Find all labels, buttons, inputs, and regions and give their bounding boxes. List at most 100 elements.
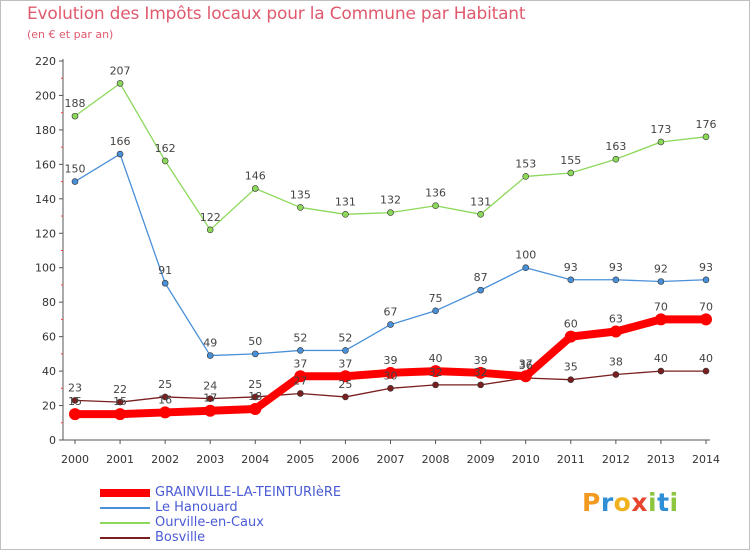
data-point xyxy=(204,404,217,417)
data-point xyxy=(657,367,665,375)
data-label: 40 xyxy=(654,352,668,365)
logo-letter: r xyxy=(600,488,614,517)
data-label: 23 xyxy=(68,381,82,394)
legend-swatch-grainville xyxy=(100,489,150,497)
legend-item-ourville: Ourville-en-Caux xyxy=(100,516,430,531)
data-label: 30 xyxy=(384,369,398,382)
data-point xyxy=(477,211,484,218)
data-point xyxy=(342,347,349,354)
data-label: 67 xyxy=(384,306,398,319)
data-point xyxy=(567,276,575,284)
data-label: 136 xyxy=(425,187,446,200)
data-label: 176 xyxy=(696,118,717,131)
logo-letter: P xyxy=(582,488,601,517)
y-tick-label: 120 xyxy=(35,227,56,240)
data-label: 131 xyxy=(335,195,356,208)
data-label: 15 xyxy=(113,395,127,408)
data-point xyxy=(657,138,665,146)
logo-letter: t xyxy=(657,488,670,517)
data-point xyxy=(702,133,710,141)
legend-label-bosville: Bosville xyxy=(155,530,206,545)
x-tick-label: 2012 xyxy=(602,453,630,466)
data-label: 122 xyxy=(200,211,221,224)
data-point xyxy=(71,178,79,185)
legend-swatch-ourville xyxy=(100,522,150,524)
data-label: 135 xyxy=(290,188,311,201)
data-label: 132 xyxy=(380,194,401,207)
y-tick-label: 40 xyxy=(42,365,56,378)
y-tick-label: 160 xyxy=(35,158,56,171)
data-point xyxy=(432,202,439,210)
legend-label-grainville: GRAINVILLE-LA-TEINTURIèRE xyxy=(155,485,342,500)
data-point xyxy=(206,395,214,402)
logo-letter: i xyxy=(648,488,658,517)
data-label: 188 xyxy=(65,97,86,110)
data-labels-layer: 15 15 16 17 18 37 37 39 40 39 37 60 63 70 70 150 166 91 49… xyxy=(65,64,717,408)
data-label: 32 xyxy=(429,366,443,379)
data-label: 40 xyxy=(429,352,443,365)
data-label: 32 xyxy=(474,366,488,379)
x-tick-label: 2002 xyxy=(151,453,179,466)
data-point xyxy=(654,313,667,326)
data-label: 173 xyxy=(650,123,671,136)
data-label: 25 xyxy=(338,378,352,391)
y-tick-label: 20 xyxy=(42,400,56,413)
legend-item-grainville: GRAINVILLE-LA-TEINTURIèRE xyxy=(100,486,430,501)
data-label: 25 xyxy=(248,378,262,391)
data-point xyxy=(522,173,530,180)
data-label: 40 xyxy=(699,352,713,365)
data-point xyxy=(297,347,304,354)
data-label: 150 xyxy=(65,163,86,176)
data-label: 52 xyxy=(293,331,307,344)
data-point xyxy=(339,370,352,383)
data-point xyxy=(474,366,487,379)
data-point xyxy=(609,325,622,338)
x-tick-label: 2010 xyxy=(512,453,540,466)
data-point xyxy=(116,80,124,87)
data-point xyxy=(384,366,397,379)
data-label: 15 xyxy=(68,395,82,408)
data-label: 163 xyxy=(605,140,626,153)
series-line-2 xyxy=(74,82,707,231)
data-label: 39 xyxy=(384,354,398,367)
data-label: 35 xyxy=(564,361,578,374)
x-tick-label: 2000 xyxy=(61,453,89,466)
data-label: 16 xyxy=(158,393,172,406)
data-label: 155 xyxy=(560,154,581,167)
x-tick-label: 2007 xyxy=(377,453,405,466)
data-point xyxy=(159,406,172,419)
data-label: 166 xyxy=(110,135,131,148)
data-point xyxy=(387,209,394,216)
data-point xyxy=(567,169,575,177)
data-point xyxy=(429,365,442,378)
data-point xyxy=(297,204,304,211)
legend-item-bosville: Bosville xyxy=(100,531,430,546)
legend-item-le-hanouard: Le Hanouard xyxy=(100,501,430,516)
data-point xyxy=(294,370,307,383)
data-point xyxy=(387,321,394,328)
data-point xyxy=(342,393,349,401)
legend-label-ourville: Ourville-en-Caux xyxy=(155,515,264,530)
legend: GRAINVILLE-LA-TEINTURIèRE Le Hanouard Ou… xyxy=(100,486,430,546)
data-label: 60 xyxy=(564,318,578,331)
data-point xyxy=(612,155,620,163)
y-tick-label: 80 xyxy=(42,296,56,309)
data-label: 162 xyxy=(155,142,176,155)
data-label: 37 xyxy=(293,357,307,370)
data-label: 39 xyxy=(474,354,488,367)
data-label: 37 xyxy=(338,357,352,370)
data-point xyxy=(206,226,214,234)
data-point xyxy=(657,278,665,285)
y-tick-label: 100 xyxy=(35,262,56,275)
data-point xyxy=(522,264,530,272)
y-tick-label: 60 xyxy=(42,331,56,344)
logo-letter: i xyxy=(669,488,679,517)
data-label: 131 xyxy=(470,195,491,208)
x-tick-label: 2008 xyxy=(422,453,450,466)
chart-subtitle: (en € et par an) xyxy=(27,28,114,41)
chart-title: Evolution des Impôts locaux pour la Comm… xyxy=(27,4,526,24)
data-point xyxy=(116,150,124,158)
data-point xyxy=(477,286,484,294)
series-layer xyxy=(69,80,712,421)
data-point xyxy=(71,397,79,404)
